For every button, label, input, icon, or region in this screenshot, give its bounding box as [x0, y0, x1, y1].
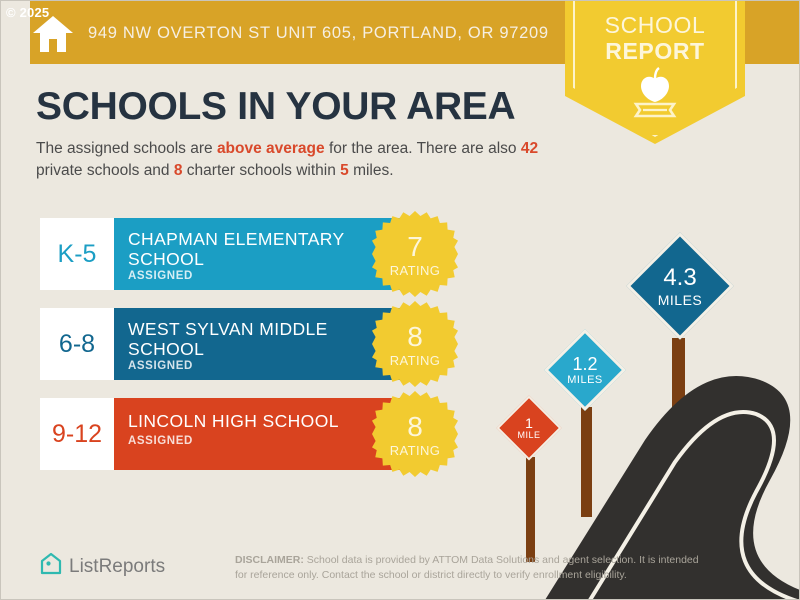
rating-badge: 8 RATING: [372, 301, 458, 387]
listreports-house-tag-icon: [40, 552, 62, 581]
sign-post: [526, 457, 535, 562]
school-name: LINCOLN HIGH SCHOOL: [128, 411, 339, 431]
badge-line-2: REPORT: [605, 38, 705, 64]
rating-label: RATING: [389, 353, 441, 368]
listreports-logo[interactable]: ListReports: [40, 552, 165, 581]
subtitle-part-4: charter schools within: [182, 162, 341, 179]
disclaimer-body: School data is provided by ATTOM Data So…: [235, 554, 699, 582]
page-title: SCHOOLS IN YOUR AREA: [36, 85, 516, 128]
rating-badge: 8 RATING: [372, 391, 458, 477]
rating-value: 8: [407, 321, 423, 352]
grade-range-box: K-5: [40, 218, 114, 290]
rating-value: 7: [407, 231, 423, 262]
subtitle-highlight-rating: above average: [216, 140, 325, 157]
assigned-badge: ASSIGNED: [128, 270, 193, 282]
road-illustration: [470, 230, 800, 600]
starburst-shape: [372, 301, 458, 387]
starburst-shape: [372, 211, 458, 297]
page-subtitle: The assigned schools are above average f…: [36, 138, 566, 182]
property-address: 949 NW OVERTON ST UNIT 605, PORTLAND, OR…: [88, 24, 549, 42]
rating-badge: 7 RATING: [372, 211, 458, 297]
rating-value: 8: [407, 411, 423, 442]
assigned-badge: ASSIGNED: [128, 435, 193, 447]
school-name-bar: CHAPMAN ELEMENTARY SCHOOL ASSIGNED: [114, 218, 424, 290]
disclaimer-text: DISCLAIMER: School data is provided by A…: [235, 553, 705, 583]
school-name: CHAPMAN ELEMENTARY SCHOOL: [128, 229, 345, 269]
badge-inner-border: [573, 0, 737, 137]
copyright-label: © 2025: [6, 5, 50, 20]
subtitle-part-5: miles.: [348, 162, 394, 179]
subtitle-highlight-radius: 5: [340, 162, 349, 179]
listreports-wordmark: ListReports: [69, 555, 166, 577]
subtitle-part-3: private schools and: [36, 162, 174, 179]
rating-label: RATING: [389, 443, 441, 458]
subtitle-highlight-charter-count: 8: [173, 162, 183, 179]
disclaimer-label: DISCLAIMER:: [235, 554, 304, 566]
grade-range-box: 6-8: [40, 308, 114, 380]
badge-line-1: SCHOOL: [604, 12, 706, 38]
grade-range-box: 9-12: [40, 398, 114, 470]
subtitle-highlight-private-count: 42: [520, 140, 539, 157]
apple-on-book-icon: [628, 66, 682, 123]
subtitle-part-2: for the area. There are also: [324, 140, 521, 157]
rating-label: RATING: [389, 263, 441, 278]
school-name: WEST SYLVAN MIDDLE SCHOOL: [128, 319, 328, 359]
home-icon: [32, 14, 74, 54]
starburst-shape: [372, 391, 458, 477]
subtitle-part-1: The assigned schools are: [36, 140, 217, 157]
sign-post: [581, 407, 592, 517]
assigned-badge: ASSIGNED: [128, 360, 193, 372]
school-report-badge: SCHOOL REPORT: [565, 0, 745, 144]
